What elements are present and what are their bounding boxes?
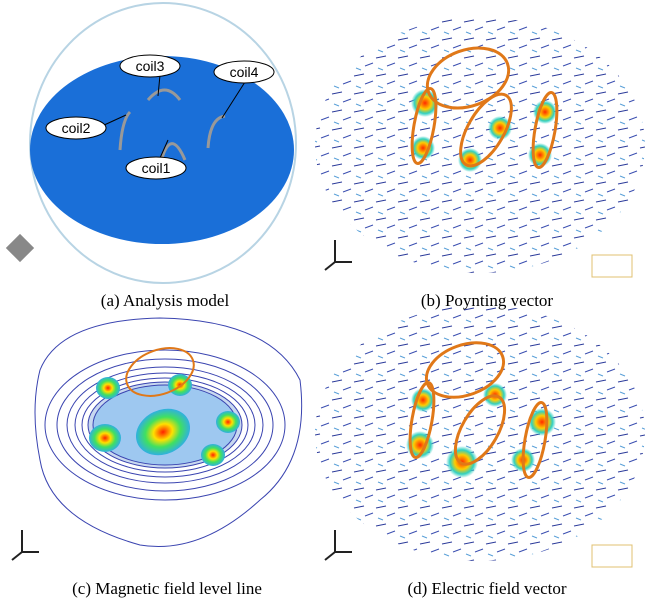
caption: (c) Magnetic field level line (72, 579, 262, 598)
coil-label: coil1 (142, 160, 171, 176)
panel-c: (c) Magnetic field level line (12, 318, 302, 598)
coil-label: coil2 (62, 120, 91, 136)
caption: (a) Analysis model (101, 291, 230, 310)
coil-label: coil3 (136, 58, 165, 74)
panel-a: coil3 coil4 coil2 coil1 (a) Analysis mod… (6, 3, 296, 310)
coil-label: coil4 (230, 64, 259, 80)
figure: coil3 coil4 coil2 coil1 (a) Analysis mod… (0, 0, 647, 606)
panel-d: (d) Electric field vector (315, 305, 645, 598)
caption: (d) Electric field vector (407, 579, 566, 598)
panel-b: (b) Poynting vector (315, 17, 645, 310)
